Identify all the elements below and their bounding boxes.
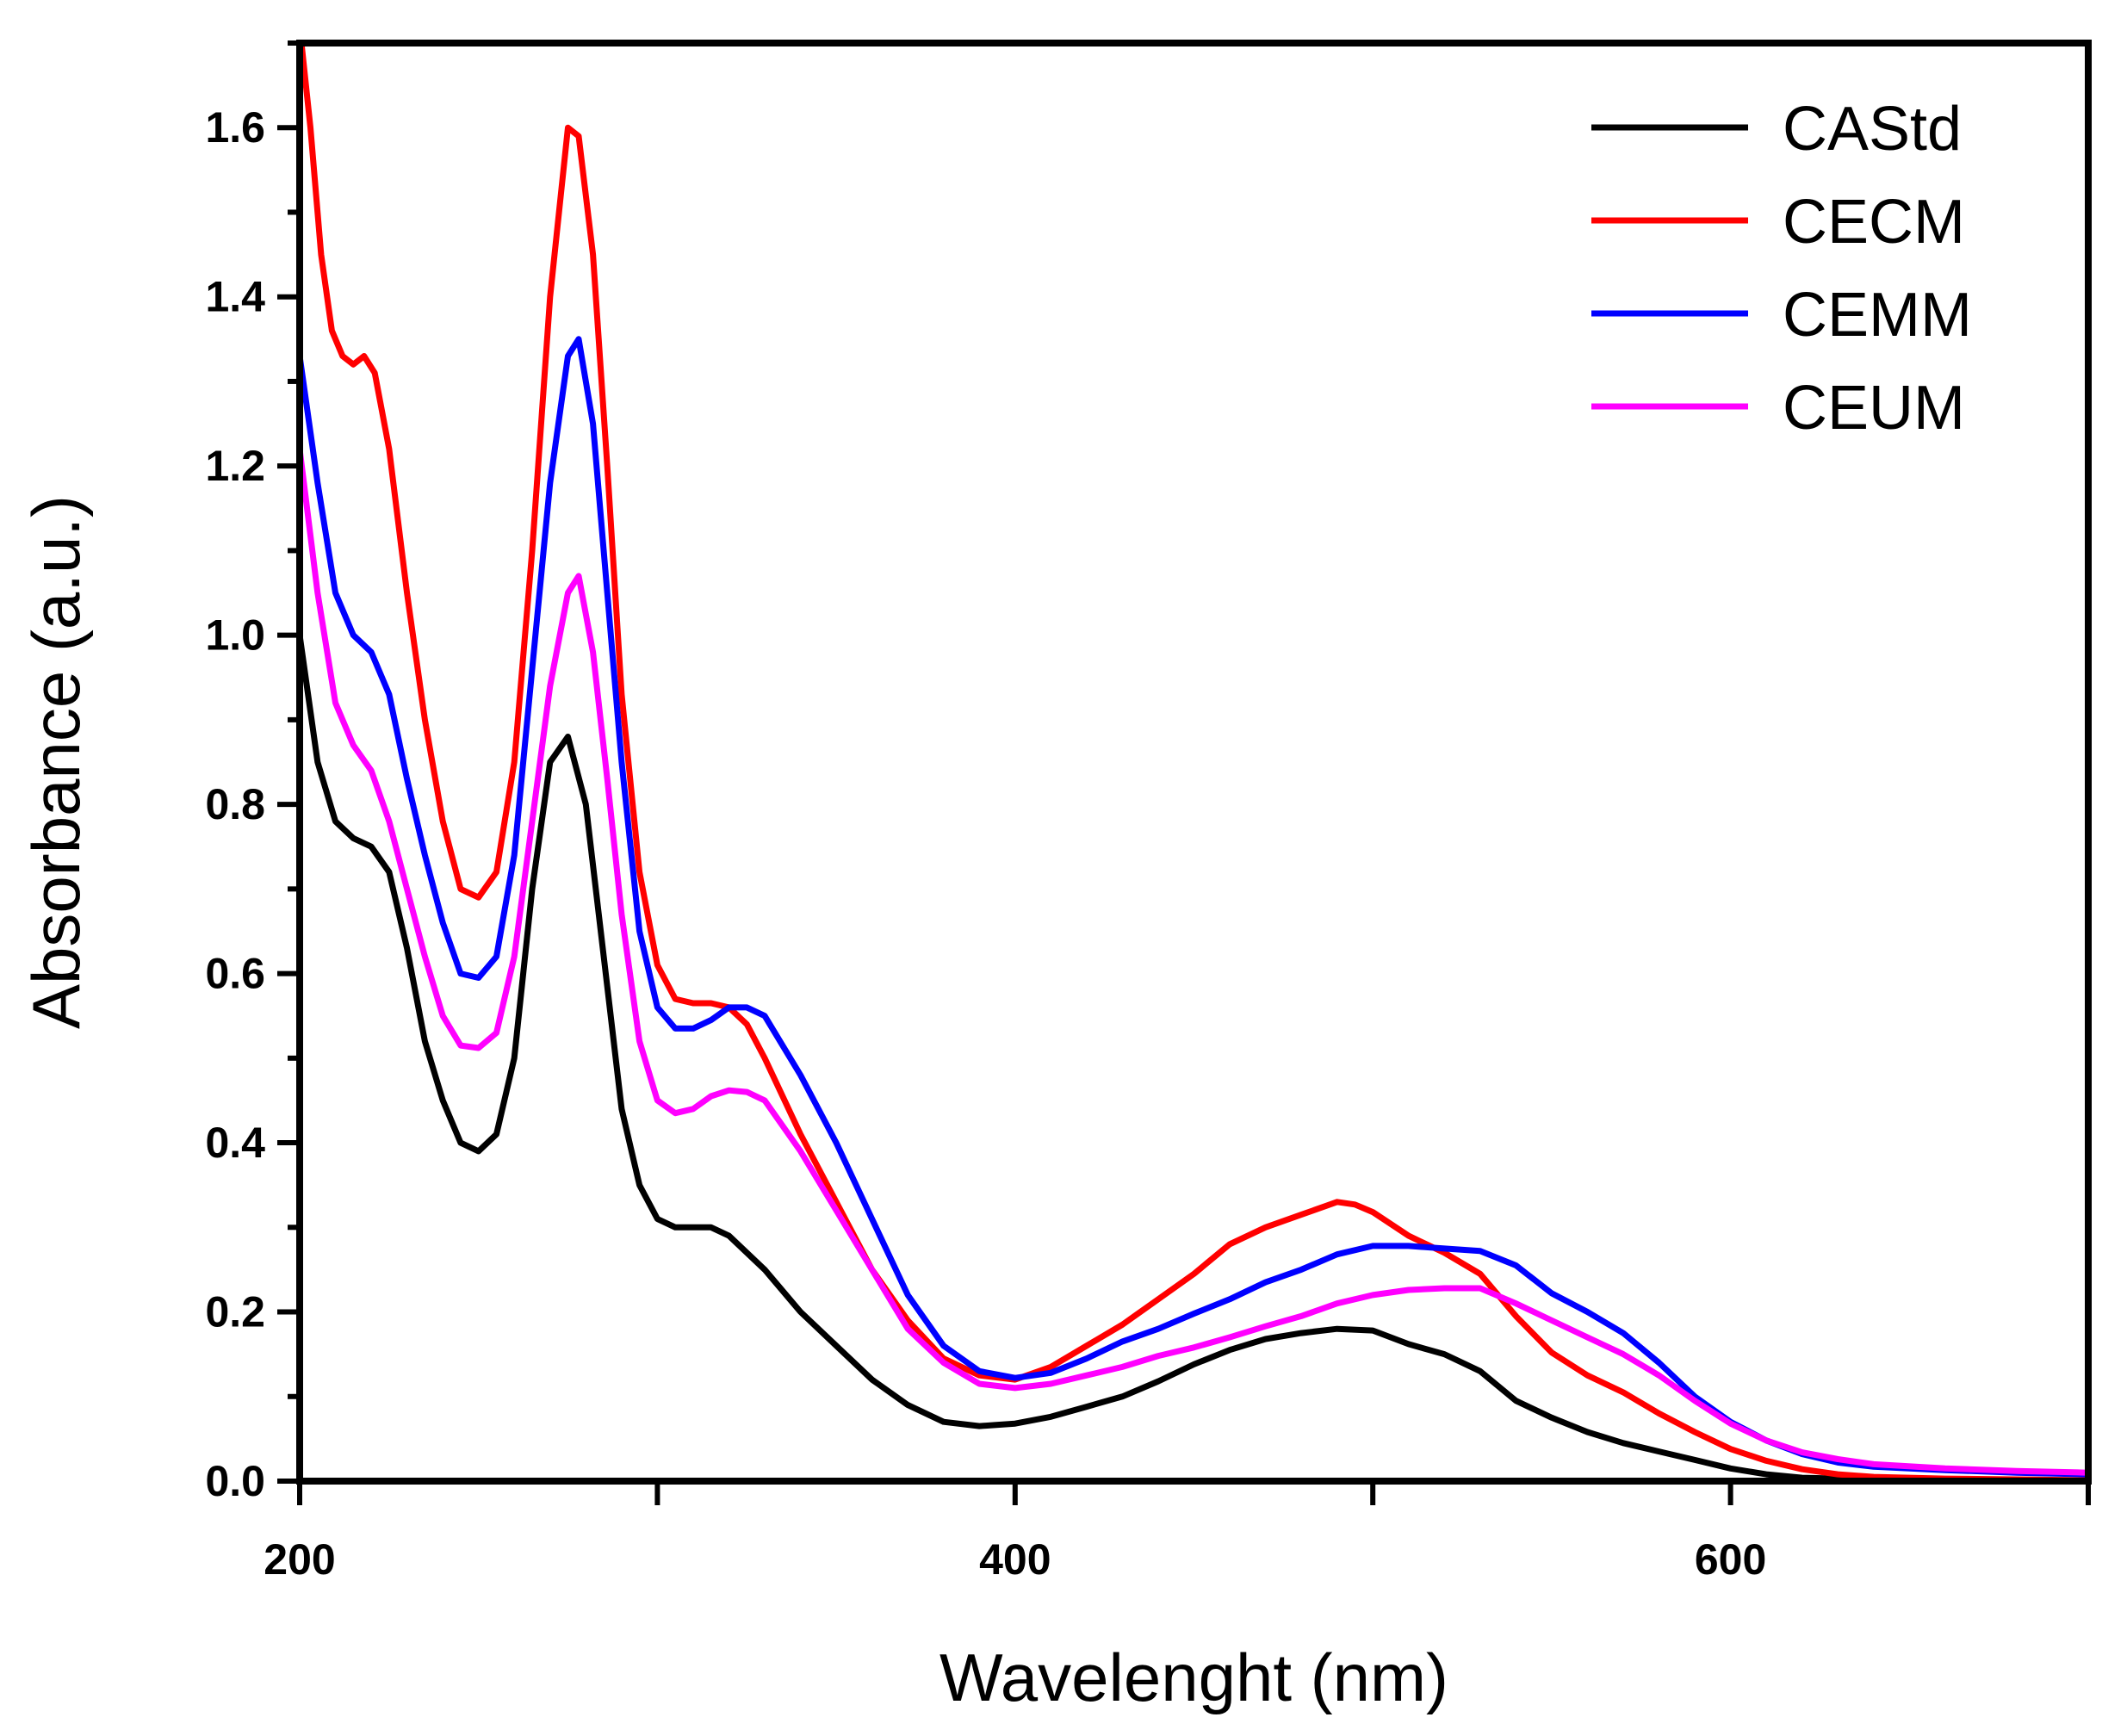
- series-line-cecm: [300, 43, 2088, 1481]
- x-tick-label: 400: [979, 1535, 1051, 1584]
- y-tick-label: 0.4: [205, 1119, 265, 1167]
- y-tick-label: 0.6: [205, 950, 265, 998]
- tick-labels: 200 400 600 0.0 0.2 0.4 0.6 0.8 1.0 1.2 1.4 1.6: [205, 103, 1766, 1584]
- y-tick-label: 0.0: [205, 1457, 265, 1505]
- y-axis-title: Absorbance (a.u.): [18, 495, 94, 1029]
- legend-label-cecm: CECM: [1783, 188, 1965, 257]
- legend-label-castd: CAStd: [1783, 95, 1962, 164]
- y-tick-label: 0.8: [205, 780, 265, 828]
- x-tick-label: 200: [264, 1535, 335, 1584]
- series-line-castd: [300, 635, 2088, 1481]
- legend-label-ceum: CEUM: [1783, 374, 1965, 443]
- y-tick-label: 1.0: [205, 611, 265, 660]
- y-tick-label: 1.2: [205, 442, 265, 490]
- x-tick-label: 600: [1695, 1535, 1766, 1584]
- y-tick-label: 0.2: [205, 1288, 265, 1336]
- series-lines: [300, 43, 2088, 1481]
- legend-label-cemm: CEMM: [1783, 281, 1972, 350]
- y-tick-label: 1.4: [205, 273, 265, 321]
- y-tick-label: 1.6: [205, 103, 265, 152]
- series-line-ceum: [300, 449, 2088, 1476]
- x-axis-title: Wavelenght (nm): [939, 1640, 1448, 1715]
- plot-frame: [296, 40, 2092, 1485]
- series-line-cemm: [300, 336, 2088, 1478]
- legend: CAStd CECM CEMM CEUM: [1591, 95, 1972, 443]
